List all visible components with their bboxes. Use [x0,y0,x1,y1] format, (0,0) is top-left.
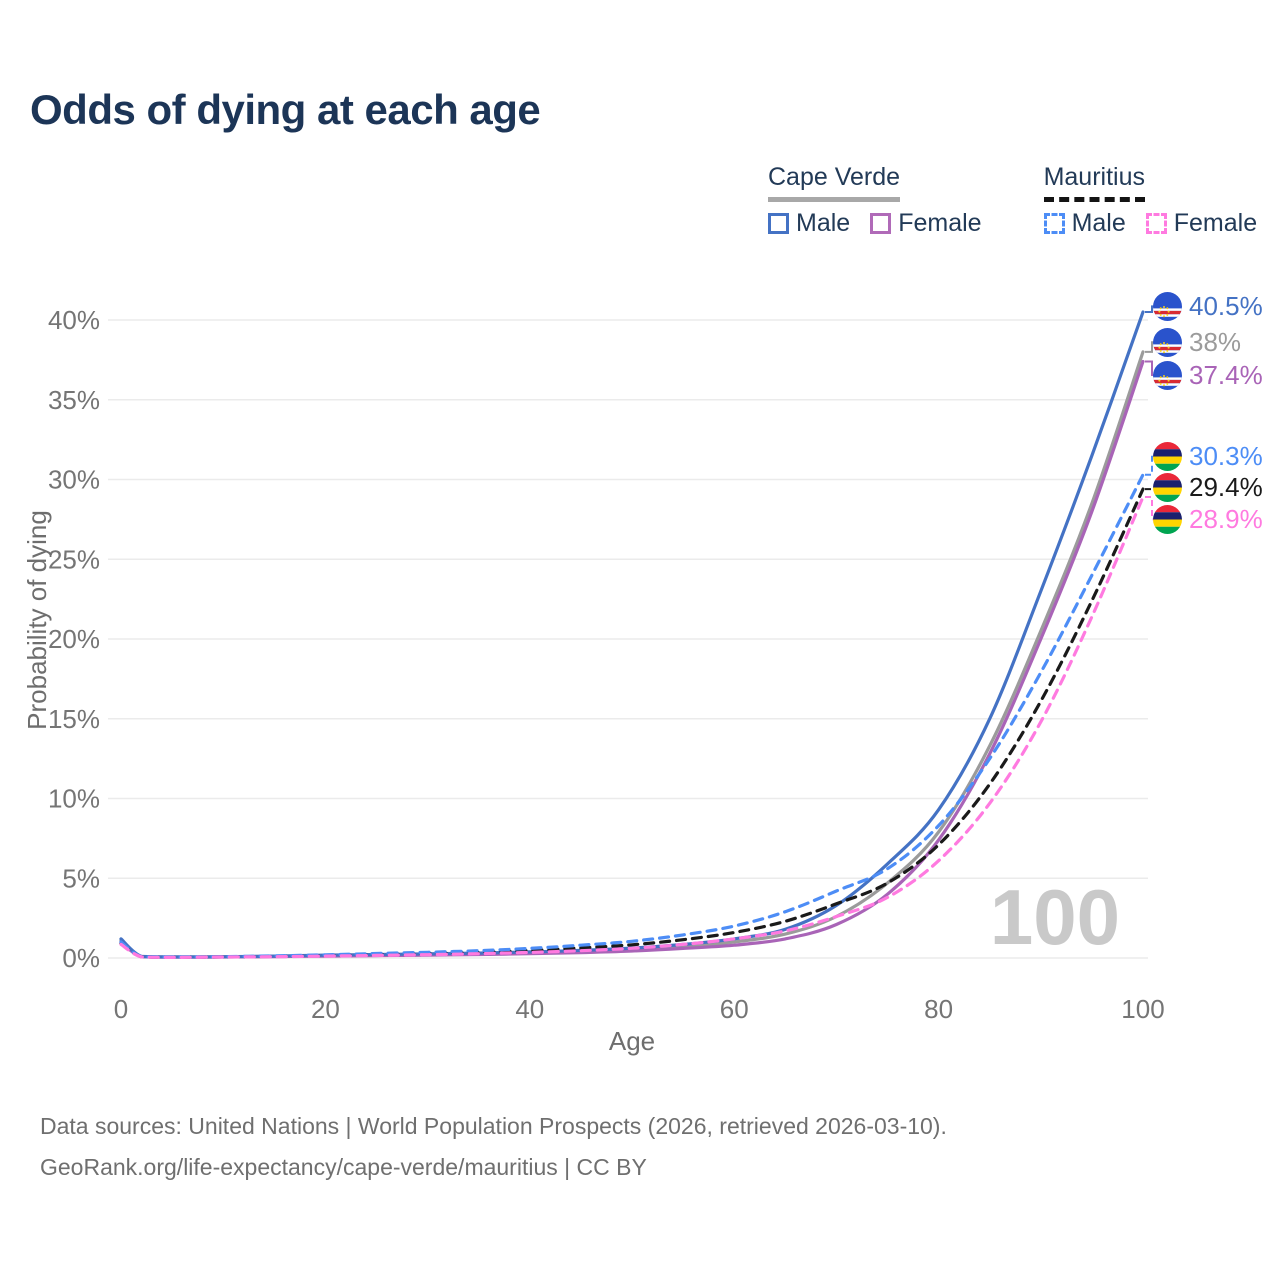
x-tick-label: 60 [720,994,749,1024]
cape-verde-male-swatch-icon [768,213,789,234]
y-tick-label: 40% [48,305,100,335]
end-label-value: 40.5% [1189,291,1263,321]
x-tick-label: 80 [924,994,953,1024]
end-label-cape-verde-female: 37.4% [1153,360,1263,391]
series-line-cape-verde-female [119,359,1145,959]
x-axis-title: Age [609,1026,655,1056]
mauritius-flag-icon [1153,473,1182,502]
y-tick-label: 20% [48,624,100,654]
x-tick-label: 20 [311,994,340,1024]
series-line-mauritius-female [119,495,1145,960]
y-tick-label: 35% [48,385,100,415]
end-label-mauritius-total: 29.4% [1153,472,1263,503]
legend-label: Female [898,209,982,237]
cape-verde-flag-icon [1153,292,1182,321]
y-tick-label: 0% [62,943,100,973]
legend-group-mauritius: Mauritius Male Female [1043,163,1258,238]
page-title: Odds of dying at each age [30,86,541,133]
mauritius-female-swatch-icon [1145,213,1167,234]
end-label-value: 30.3% [1189,441,1263,471]
end-label-value: 37.4% [1189,360,1263,390]
legend-country-mauritius[interactable]: Mauritius [1043,163,1145,202]
legend-mauritius-female[interactable]: Female [1145,209,1258,238]
legend-group-cape-verde: Cape Verde Male Female [768,163,982,238]
end-label-value: 28.9% [1189,504,1263,534]
end-label-mauritius-female: 28.9% [1153,504,1263,535]
y-tick-label: 10% [48,784,100,814]
legend-cape-verde-male[interactable]: Male [768,209,850,238]
series-line-cape-verde-male [119,310,1145,959]
y-tick-label: 5% [62,863,100,893]
end-label-cape-verde-male: 40.5% [1153,291,1263,322]
cape-verde-female-swatch-icon [870,213,892,234]
legend-label: Male [796,209,851,237]
legend-label: Female [1173,209,1258,237]
legend-label: Male [1071,209,1126,237]
cape-verde-flag-icon [1153,361,1182,390]
end-label-value: 38% [1189,327,1242,357]
y-tick-label: 25% [48,544,100,574]
watermark-text: 100 [990,873,1120,961]
end-label-value: 29.4% [1189,472,1263,502]
x-tick-label: 40 [515,994,544,1024]
legend-mauritius-male[interactable]: Male [1043,209,1126,238]
mauritius-male-swatch-icon [1043,213,1065,234]
legend-country-cape-verde[interactable]: Cape Verde [768,163,901,202]
x-tick-label: 100 [1121,994,1164,1024]
y-axis-title: Probability of dying [22,510,52,730]
end-label-cape-verde-total: 38% [1153,327,1241,358]
footer-line-2: GeoRank.org/life-expectancy/cape-verde/m… [40,1154,647,1180]
series-line-cape-verde-total [119,350,1145,959]
y-tick-label: 30% [48,465,100,495]
x-tick-label: 0 [114,994,128,1024]
y-tick-label: 15% [48,704,100,734]
footer-line-1: Data sources: United Nations | World Pop… [40,1113,947,1139]
end-label-connector [1145,454,1158,476]
data-source-note: Data sources: United Nations | World Pop… [40,1106,947,1188]
mauritius-flag-icon [1153,442,1182,471]
cape-verde-flag-icon [1153,328,1182,357]
legend: Cape Verde Male Female Mauritius Male [768,163,1257,238]
end-label-mauritius-male: 30.3% [1153,441,1263,472]
mauritius-flag-icon [1153,505,1182,534]
legend-cape-verde-female[interactable]: Female [870,209,982,238]
